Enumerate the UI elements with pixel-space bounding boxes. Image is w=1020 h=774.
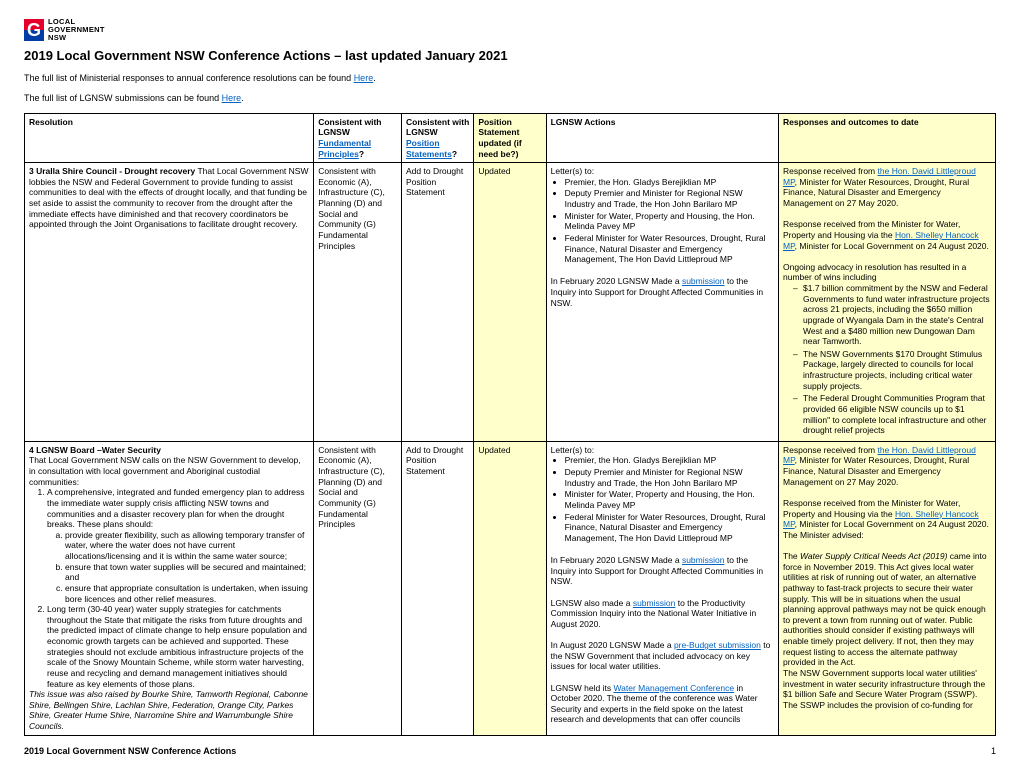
- svg-text:G: G: [27, 20, 41, 40]
- col-actions: LGNSW Actions: [546, 113, 778, 163]
- col-responses: Responses and outcomes to date: [779, 113, 996, 163]
- list-item: The NSW Governments $170 Drought Stimulu…: [793, 349, 991, 392]
- pre-budget-submission-link[interactable]: pre-Budget submission: [674, 640, 761, 650]
- list-item: ensure that appropriate consultation is …: [65, 583, 309, 604]
- cell-resolution: 3 Uralla Shire Council - Drought recover…: [25, 163, 314, 442]
- list-item: Federal Minister for Water Resources, Dr…: [565, 512, 774, 544]
- intro-line-2: The full list of LGNSW submissions can b…: [24, 93, 996, 103]
- submission-link[interactable]: submission: [682, 276, 725, 286]
- cell-responses: Response received from the Hon. David Li…: [779, 441, 996, 735]
- cell-consistent-ps: Add to Drought Position Statement: [402, 441, 474, 735]
- submission-link[interactable]: submission: [682, 555, 725, 565]
- actions-table: Resolution Consistent with LGNSW Fundame…: [24, 113, 996, 736]
- ministerial-responses-link[interactable]: Here: [354, 73, 374, 83]
- list-item: Premier, the Hon. Gladys Berejiklian MP: [565, 177, 774, 188]
- cell-resolution: 4 LGNSW Board –Water Security That Local…: [25, 441, 314, 735]
- list-item: ensure that town water supplies will be …: [65, 562, 309, 583]
- list-item: $1.7 billion commitment by the NSW and F…: [793, 283, 991, 347]
- list-item: Deputy Premier and Minister for Regional…: [565, 188, 774, 209]
- logo-text: LOCAL GOVERNMENT NSW: [48, 18, 105, 42]
- cell-actions: Letter(s) to: Premier, the Hon. Gladys B…: [546, 163, 778, 442]
- cell-updated: Updated: [474, 441, 546, 735]
- footer-title: 2019 Local Government NSW Conference Act…: [24, 746, 236, 756]
- intro-line-1: The full list of Ministerial responses t…: [24, 73, 996, 83]
- cell-consistent-ps: Add to Drought Position Statement: [402, 163, 474, 442]
- position-statements-link[interactable]: Position Statements: [406, 138, 452, 159]
- list-item: Long term (30-40 year) water supply stra…: [47, 604, 309, 689]
- list-item: Premier, the Hon. Gladys Berejiklian MP: [565, 455, 774, 466]
- cell-consistent-fp: Consistent with Economic (A), Infrastruc…: [314, 441, 402, 735]
- logo-block: G LOCAL GOVERNMENT NSW: [24, 18, 996, 42]
- page-number: 1: [991, 746, 996, 756]
- page-title: 2019 Local Government NSW Conference Act…: [24, 48, 996, 63]
- col-updated: Position Statement updated (if need be?): [474, 113, 546, 163]
- submissions-link[interactable]: Here: [222, 93, 242, 103]
- list-item: Deputy Premier and Minister for Regional…: [565, 467, 774, 488]
- col-consistent-fp: Consistent with LGNSW Fundamental Princi…: [314, 113, 402, 163]
- list-item: The Federal Drought Communities Program …: [793, 393, 991, 436]
- water-conference-link[interactable]: Water Management Conference: [613, 683, 734, 693]
- col-consistent-ps: Consistent with LGNSW Position Statement…: [402, 113, 474, 163]
- list-item: provide greater flexibility, such as all…: [65, 530, 309, 562]
- submission-link[interactable]: submission: [633, 598, 676, 608]
- list-item: Minister for Water, Property and Housing…: [565, 211, 774, 232]
- col-resolution: Resolution: [25, 113, 314, 163]
- table-header-row: Resolution Consistent with LGNSW Fundame…: [25, 113, 996, 163]
- list-item: Minister for Water, Property and Housing…: [565, 489, 774, 510]
- cell-actions: Letter(s) to: Premier, the Hon. Gladys B…: [546, 441, 778, 735]
- cell-updated: Updated: [474, 163, 546, 442]
- cell-responses: Response received from the Hon. David Li…: [779, 163, 996, 442]
- list-item: Federal Minister for Water Resources, Dr…: [565, 233, 774, 265]
- related-councils-note: This issue was also raised by Bourke Shi…: [29, 689, 309, 732]
- table-row: 3 Uralla Shire Council - Drought recover…: [25, 163, 996, 442]
- page-footer: 2019 Local Government NSW Conference Act…: [24, 746, 996, 756]
- list-item: A comprehensive, integrated and funded e…: [47, 487, 309, 604]
- logo-line3: NSW: [48, 34, 105, 42]
- cell-consistent-fp: Consistent with Economic (A), Infrastruc…: [314, 163, 402, 442]
- logo-icon: G: [24, 19, 44, 41]
- table-row: 4 LGNSW Board –Water Security That Local…: [25, 441, 996, 735]
